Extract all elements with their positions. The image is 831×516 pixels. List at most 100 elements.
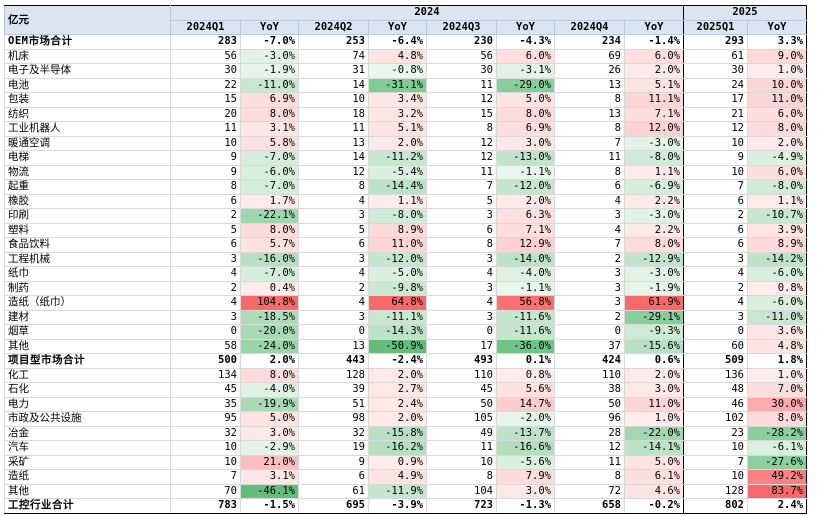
yoy-cell: 104.8%: [240, 295, 299, 311]
value-cell: 11: [426, 440, 497, 456]
table-row: 市政及公共设施 95 5.0% 98 2.0% 105 -2.0% 96 1.0% 102 8.0%: [4, 411, 807, 427]
yoy-cell: 6.0%: [747, 106, 807, 122]
yoy-cell: 8.0%: [747, 411, 807, 427]
table-row: 造纸 7 3.1% 6 4.9% 8 7.9% 8 6.1% 10 49.2%: [4, 469, 807, 485]
value-cell: 13: [554, 77, 625, 93]
yoy-cell: 4.9%: [368, 469, 427, 485]
value-cell: 3: [683, 309, 748, 325]
yoy-cell: 8.0%: [496, 106, 555, 122]
value-cell: 658: [554, 498, 625, 514]
row-label: 造纸: [4, 469, 171, 485]
quarter-column-header: 2024Q4: [554, 19, 625, 35]
value-cell: 4: [298, 295, 369, 311]
yoy-cell: 11.1%: [624, 92, 684, 108]
yoy-cell: 0.8%: [747, 280, 807, 296]
table-row: 电子及半导体 30 -1.9% 31 -0.8% 30 -3.1% 26 2.0% 30 1.0%: [4, 63, 807, 79]
yoy-cell: -12.0%: [368, 251, 427, 267]
row-label: 市政及公共设施: [4, 411, 171, 427]
value-cell: 802: [683, 498, 748, 514]
yoy-cell: -18.5%: [240, 309, 299, 325]
yoy-cell: 61.9%: [624, 295, 684, 311]
yoy-cell: 12.9%: [496, 237, 555, 253]
value-cell: 4: [298, 193, 369, 209]
value-cell: 230: [426, 34, 497, 50]
value-cell: 8: [426, 469, 497, 485]
yoy-column-header: YoY: [240, 19, 299, 35]
yoy-cell: 4.8%: [368, 48, 427, 64]
yoy-cell: -5.0%: [368, 266, 427, 282]
row-label: 纸巾: [4, 266, 171, 282]
value-cell: 38: [554, 382, 625, 398]
value-cell: 3: [298, 208, 369, 224]
value-cell: 10: [170, 454, 241, 470]
value-cell: 6: [170, 237, 241, 253]
value-cell: 17: [683, 92, 748, 108]
yoy-cell: -3.1%: [496, 63, 555, 79]
yoy-cell: -10.7%: [747, 208, 807, 224]
value-cell: 4: [298, 266, 369, 282]
value-cell: 95: [170, 411, 241, 427]
yoy-cell: 6.3%: [496, 208, 555, 224]
yoy-cell: -1.9%: [240, 63, 299, 79]
value-cell: 128: [683, 483, 748, 499]
row-label: 电力: [4, 396, 171, 412]
value-cell: 102: [683, 411, 748, 427]
table-row: 起重 8 -7.0% 8 -14.4% 7 -12.0% 6 -6.9% 7 -8.0%: [4, 179, 807, 195]
yoy-cell: -2.9%: [240, 440, 299, 456]
yoy-cell: -7.0%: [240, 150, 299, 166]
value-cell: 509: [683, 353, 748, 369]
yoy-cell: 2.0%: [496, 193, 555, 209]
yoy-cell: -16.2%: [368, 440, 427, 456]
row-label: 工程机械: [4, 251, 171, 267]
yoy-cell: 8.0%: [240, 222, 299, 238]
value-cell: 11: [554, 150, 625, 166]
value-cell: 8: [426, 237, 497, 253]
yoy-cell: 1.1%: [368, 193, 427, 209]
value-cell: 4: [426, 295, 497, 311]
value-cell: 3: [683, 251, 748, 267]
yoy-cell: -4.9%: [747, 150, 807, 166]
value-cell: 6: [554, 179, 625, 195]
row-label: 起重: [4, 179, 171, 195]
yoy-cell: -22.0%: [624, 425, 684, 441]
row-label: 其他: [4, 338, 171, 354]
value-cell: 136: [683, 367, 748, 383]
yoy-cell: -11.6%: [496, 309, 555, 325]
value-cell: 11: [426, 164, 497, 180]
value-cell: 2: [554, 251, 625, 267]
value-cell: 283: [170, 34, 241, 50]
yoy-cell: -4.0%: [496, 266, 555, 282]
yoy-cell: 5.6%: [496, 382, 555, 398]
value-cell: 56: [426, 48, 497, 64]
value-cell: 443: [298, 353, 369, 369]
yoy-cell: 3.1%: [240, 469, 299, 485]
yoy-cell: 8.0%: [624, 237, 684, 253]
value-cell: 24: [683, 77, 748, 93]
yoy-cell: -0.2%: [624, 498, 684, 514]
table-row: 建材 3 -18.5% 3 -11.1% 3 -11.6% 2 -29.1% 3 -11.0%: [4, 309, 807, 325]
yoy-cell: 0.4%: [240, 280, 299, 296]
value-cell: 2: [298, 280, 369, 296]
table-row: 纺织 20 8.0% 18 3.2% 15 8.0% 13 7.1% 21 6.0%: [4, 106, 807, 122]
table-row: 电力 35 -19.9% 51 2.4% 50 14.7% 50 11.0% 46 30.0%: [4, 396, 807, 412]
yoy-cell: 1.7%: [240, 193, 299, 209]
value-cell: 18: [298, 106, 369, 122]
yoy-cell: -11.0%: [240, 77, 299, 93]
value-cell: 11: [298, 121, 369, 137]
yoy-cell: 3.3%: [747, 34, 807, 50]
value-cell: 96: [554, 411, 625, 427]
value-cell: 10: [683, 135, 748, 151]
value-cell: 12: [426, 150, 497, 166]
table-row: 电池 22 -11.0% 14 -31.1% 11 -29.0% 13 5.1% 24 10.0%: [4, 77, 807, 93]
value-cell: 4: [683, 295, 748, 311]
yoy-cell: 2.2%: [624, 222, 684, 238]
value-cell: 104: [426, 483, 497, 499]
yoy-cell: 30.0%: [747, 396, 807, 412]
value-cell: 253: [298, 34, 369, 50]
row-label: 化工: [4, 367, 171, 383]
row-label: 汽车: [4, 440, 171, 456]
value-cell: 2: [683, 280, 748, 296]
total-row: 项目型市场合计 500 2.0% 443 -2.4% 493 0.1% 424 0.6% 509 1…: [4, 353, 807, 369]
yoy-cell: -19.9%: [240, 396, 299, 412]
yoy-cell: 5.8%: [240, 135, 299, 151]
